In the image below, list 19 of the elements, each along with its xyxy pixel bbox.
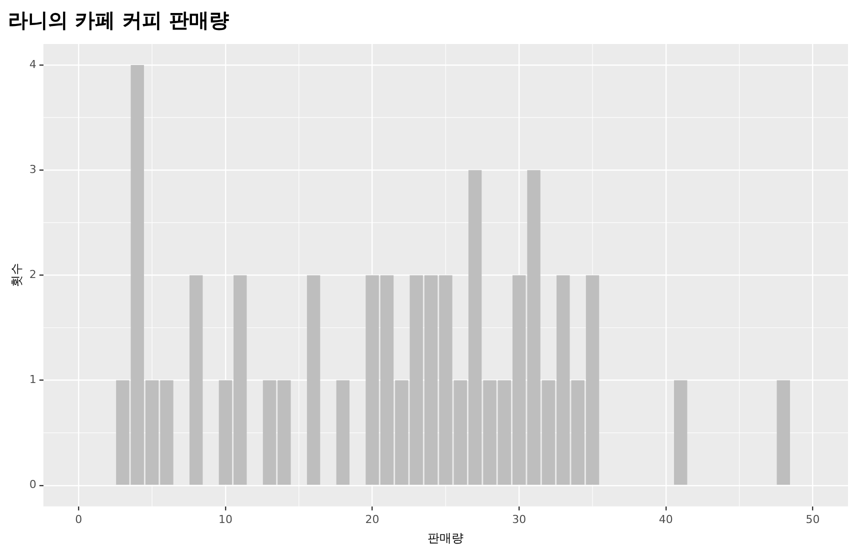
- x-tick-label: 0: [75, 512, 82, 526]
- y-tick-label: 2: [29, 268, 36, 282]
- x-tick-label: 30: [512, 512, 526, 526]
- bar: [674, 380, 688, 485]
- x-tick-label: 10: [218, 512, 232, 526]
- y-tick-label: 1: [29, 373, 36, 386]
- y-tick-label: 0: [29, 478, 36, 492]
- x-axis-title: 판매량: [428, 530, 464, 545]
- bar: [189, 275, 203, 485]
- bar: [336, 380, 350, 485]
- x-tick-label: 20: [365, 512, 380, 526]
- y-tick-label: 4: [29, 58, 36, 71]
- chart-title: 라니의 카페 커피 판매량: [8, 8, 229, 32]
- y-axis-title: 횟수: [9, 263, 24, 288]
- x-tick-label: 40: [658, 512, 673, 526]
- bar: [776, 380, 790, 485]
- bar: [306, 275, 320, 485]
- x-tick-label: 50: [806, 512, 820, 526]
- y-tick-label: 3: [29, 162, 36, 176]
